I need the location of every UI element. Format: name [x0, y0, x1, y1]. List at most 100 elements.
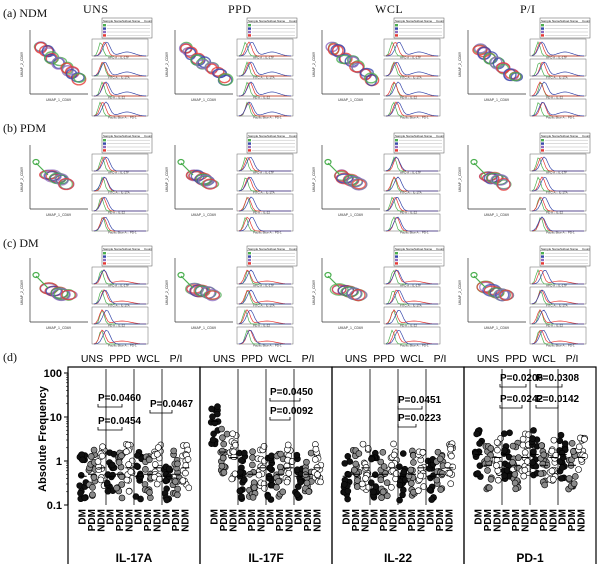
condition-label: UNS	[345, 353, 367, 365]
histogram-strip: PE-A :: IL-22	[383, 193, 441, 215]
data-point-pdm	[89, 491, 96, 499]
data-point-dm	[474, 470, 482, 477]
legend-header-subset: Subset Name	[122, 134, 141, 138]
legend-header-sample: Sample Name	[103, 134, 122, 138]
histogram-curve	[385, 81, 438, 97]
data-point-pdm	[410, 459, 417, 466]
umap-x-label: UMAP_1_CD69	[484, 98, 509, 102]
histogram-strip: APC-A :: IL-17F	[91, 153, 149, 175]
legend-swatch	[103, 30, 106, 34]
y-tick-label: 0.1	[47, 500, 62, 512]
umap-x-label: UMAP_1_CD69	[338, 213, 363, 217]
marker-panel-frame	[463, 366, 597, 564]
legend-header-count: Count	[144, 247, 152, 251]
data-point-pdm	[118, 452, 125, 460]
x-group-label: DM	[342, 509, 353, 525]
data-point-ndm	[575, 443, 583, 451]
legend-swatch	[248, 142, 251, 145]
histogram-curve	[93, 61, 147, 77]
flow-legend-table: Sample Name Subset Name Count	[393, 245, 445, 267]
umap-y-label: UMAP_2_CD69	[165, 280, 169, 305]
data-point-pdm	[115, 458, 123, 466]
histogram-strip: PE-A :: IL-22	[236, 306, 294, 328]
umap-cluster-contour	[211, 66, 225, 77]
histogram-curve	[238, 82, 291, 97]
data-point-pdm	[487, 475, 495, 483]
umap-cluster-contour	[324, 271, 332, 279]
histogram-curve	[238, 101, 291, 117]
data-point-pdm	[174, 485, 181, 493]
histogram-strip: Pacific Blue-A :: PD-1	[236, 98, 294, 120]
histogram-strip: PE-A :: IL-22	[91, 193, 149, 215]
histogram-curve	[93, 269, 146, 285]
data-point-ndm	[184, 456, 192, 463]
histogram-curve	[93, 176, 146, 192]
data-point-pdm	[511, 479, 519, 487]
x-group-label: PDM	[407, 509, 418, 531]
data-point-ndm	[182, 469, 189, 477]
histogram-strip: Pacific Blue-A :: PD-1	[529, 326, 587, 348]
legend-header-sample: Sample Name	[103, 247, 122, 251]
histogram-curve	[531, 101, 585, 117]
histogram-strip: FITC-A :: IL-17A	[91, 286, 149, 308]
legend-swatch	[395, 262, 398, 265]
x-group-label: NDM	[520, 509, 531, 532]
p-value-label: P=0.0142	[536, 394, 580, 405]
x-group-label: PDM	[171, 509, 182, 531]
umap-cluster-contour	[499, 289, 513, 301]
flow-legend-table: Sample Name Subset Name Count	[101, 245, 153, 267]
flow-legend-table: Sample Name Subset Name Count	[393, 17, 445, 39]
data-point-dm	[132, 493, 140, 500]
histogram-curve	[531, 196, 584, 212]
legend-box	[539, 132, 591, 154]
data-point-pdm	[379, 448, 387, 456]
histogram-curve	[531, 41, 585, 57]
row-label-c: (c) DM	[3, 236, 39, 250]
legend-box	[246, 17, 298, 39]
histogram-curve	[238, 330, 291, 345]
histogram-axis-label: APC-A :: IL-17F	[108, 171, 129, 175]
data-point-dm	[79, 456, 86, 464]
x-group-label: NDM	[548, 509, 559, 532]
data-point-pdm	[538, 442, 545, 449]
legend-header-count: Count	[582, 247, 590, 251]
data-point-pdm	[383, 479, 391, 486]
umap-x-label: UMAP_1_CD69	[338, 98, 363, 102]
histogram-strip: PE-A :: IL-22	[529, 193, 587, 215]
histogram-curve	[531, 41, 584, 57]
umap-cluster-contour	[351, 288, 366, 302]
umap-y-label: UMAP_2_CD69	[20, 52, 24, 77]
data-point-ndm	[123, 448, 130, 456]
histogram-curve	[385, 101, 438, 117]
histogram-strip: Pacific Blue-A :: PD-1	[91, 98, 149, 120]
legend-header-subset: Subset Name	[267, 19, 286, 23]
y-tick-label: 1	[56, 456, 62, 468]
data-point-ndm	[417, 472, 424, 480]
umap-cluster-contour	[350, 177, 368, 191]
data-point-pdm	[379, 488, 387, 496]
histogram-curve	[93, 41, 147, 57]
p-value-label: P=0.0206	[500, 373, 544, 384]
legend-swatch	[541, 255, 544, 258]
data-point-dm	[209, 413, 216, 421]
data-point-pdm	[353, 477, 361, 484]
data-point-dm	[109, 471, 116, 479]
umap-cluster-contour	[349, 289, 368, 301]
data-point-ndm	[314, 471, 321, 478]
x-group-label: DM	[530, 509, 541, 525]
umap-cluster-tail	[35, 275, 49, 289]
umap-x-label: UMAP_1_CD69	[338, 326, 363, 330]
umap-cluster-contour	[32, 271, 40, 279]
data-point-dm	[501, 472, 508, 480]
umap-cluster-contour	[324, 158, 332, 166]
histogram-axis-label: Pacific Blue-A :: PD-1	[400, 344, 429, 348]
histogram-strip: Pacific Blue-A :: PD-1	[529, 213, 587, 235]
x-group-label: PDM	[567, 509, 578, 531]
data-point-pdm	[355, 450, 363, 457]
umap-x-label: UMAP_1_CD69	[191, 98, 216, 102]
umap-cluster-contour	[330, 43, 346, 57]
histogram-strip: PE-A :: IL-22	[91, 78, 149, 100]
histogram-curve	[531, 330, 584, 345]
col-label-wcl: WCL	[375, 2, 404, 16]
histogram-curve	[385, 81, 439, 97]
